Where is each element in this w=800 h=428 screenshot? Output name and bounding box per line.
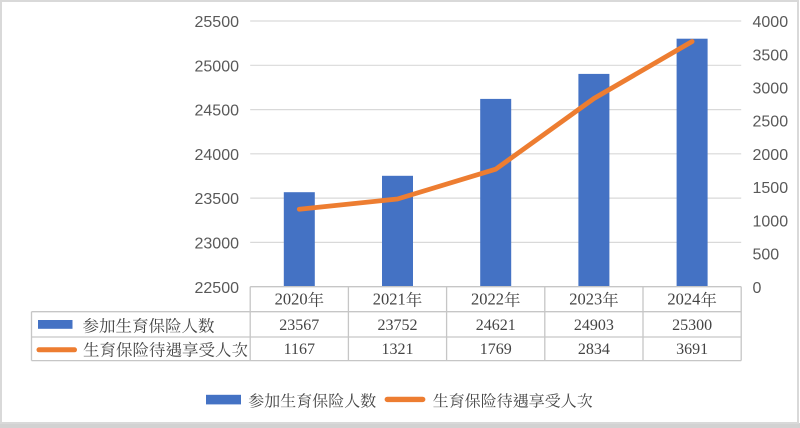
svg-text:24500: 24500: [195, 103, 240, 120]
svg-text:3500: 3500: [753, 47, 789, 64]
svg-text:0: 0: [753, 280, 762, 297]
svg-text:23567: 23567: [279, 317, 319, 334]
svg-text:2020: 2020: [275, 290, 308, 309]
svg-text:3000: 3000: [753, 81, 789, 98]
svg-text:2021: 2021: [373, 290, 406, 309]
svg-text:1321: 1321: [382, 341, 414, 358]
svg-text:23752: 23752: [378, 317, 418, 334]
svg-text:1000: 1000: [753, 213, 789, 230]
svg-text:1167: 1167: [284, 341, 315, 358]
svg-text:22500: 22500: [195, 280, 240, 297]
svg-text:25500: 25500: [195, 14, 240, 31]
svg-text:25300: 25300: [672, 317, 712, 334]
svg-text:500: 500: [753, 247, 780, 264]
svg-text:3691: 3691: [676, 341, 708, 358]
svg-text:1769: 1769: [480, 341, 512, 358]
svg-text:24000: 24000: [195, 147, 240, 164]
svg-text:24621: 24621: [476, 317, 516, 334]
svg-text:23500: 23500: [195, 191, 240, 208]
svg-text:2000: 2000: [753, 147, 789, 164]
svg-text:4000: 4000: [753, 14, 789, 31]
svg-text:2024: 2024: [667, 290, 700, 309]
svg-text:24903: 24903: [574, 317, 614, 334]
svg-text:1500: 1500: [753, 180, 789, 197]
svg-text:25000: 25000: [195, 58, 240, 75]
svg-text:2500: 2500: [753, 114, 789, 131]
svg-text:2022: 2022: [471, 290, 504, 309]
svg-text:23000: 23000: [195, 236, 240, 253]
svg-text:2023: 2023: [569, 290, 602, 309]
svg-text:2834: 2834: [578, 341, 610, 358]
